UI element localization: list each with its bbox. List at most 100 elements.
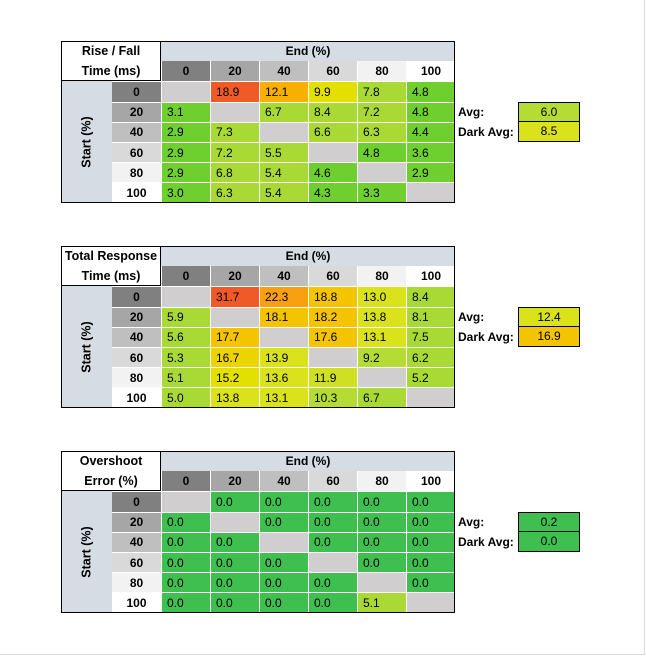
dark-avg-label: Dark Avg:: [458, 329, 514, 344]
column-header: 80: [357, 471, 406, 492]
heatmap-cell: 4.6: [308, 162, 357, 183]
heatmap-cell: 0.0: [210, 592, 259, 613]
heatmap-cell: 0.0: [308, 511, 357, 532]
heatmap-cell: 16.7: [210, 347, 259, 368]
heatmap-cell: 8.1: [406, 306, 455, 327]
column-header: 20: [210, 61, 259, 82]
heatmap-cell: [210, 101, 259, 122]
table-title-line2: Error (%): [61, 471, 161, 492]
heatmap-cell: 0.0: [406, 572, 455, 593]
heatmap-cell: [406, 387, 455, 408]
heatmap-cell: 0.0: [308, 592, 357, 613]
row-header: 0: [112, 286, 161, 307]
heatmap-cell: 7.2: [357, 101, 406, 122]
column-header: 0: [161, 471, 210, 492]
table-title-line1: Rise / Fall: [61, 41, 161, 62]
heatmap-cell: 0.0: [161, 511, 210, 532]
heatmap-cell: 13.1: [259, 387, 308, 408]
row-header: 0: [112, 491, 161, 512]
heatmap-cell: [161, 286, 210, 307]
heatmap-cell: 5.1: [357, 592, 406, 613]
heatmap-cell: 15.2: [210, 367, 259, 388]
column-header: 40: [259, 266, 308, 287]
heatmap-cell: 5.2: [406, 367, 455, 388]
table-title-line1: Overshoot: [61, 451, 161, 472]
row-header: 80: [112, 572, 161, 593]
heatmap-cell: 4.8: [406, 81, 455, 102]
avg-label: Avg:: [458, 104, 485, 119]
heatmap-cell: [259, 326, 308, 347]
heatmap-cell: 6.8: [210, 162, 259, 183]
heatmap-cell: 8.4: [308, 101, 357, 122]
heatmap-cell: [210, 511, 259, 532]
end-axis-label: End (%): [161, 451, 455, 472]
row-header: 40: [112, 531, 161, 552]
row-header: 40: [112, 121, 161, 142]
avg-label: Avg:: [458, 309, 485, 324]
avg-value: 6.0: [518, 101, 580, 122]
heatmap-cell: [357, 572, 406, 593]
heatmap-cell: 0.0: [259, 592, 308, 613]
column-header: 0: [161, 61, 210, 82]
heatmap-cell: 3.3: [357, 182, 406, 203]
column-header: 80: [357, 61, 406, 82]
heatmap-cell: 3.0: [161, 182, 210, 203]
row-header: 60: [112, 552, 161, 573]
heatmap-cell: 0.0: [259, 511, 308, 532]
heatmap-cell: 17.6: [308, 326, 357, 347]
avg-value: 0.2: [518, 511, 580, 532]
column-header: 60: [308, 266, 357, 287]
heatmap-cell: 0.0: [161, 552, 210, 573]
heatmap-cell: 0.0: [357, 531, 406, 552]
heatmap-cell: 0.0: [406, 491, 455, 512]
column-header: 20: [210, 471, 259, 492]
heatmap-cell: 7.5: [406, 326, 455, 347]
heatmap-cell: 8.4: [406, 286, 455, 307]
row-header: 60: [112, 142, 161, 163]
avg-label: Avg:: [458, 514, 485, 529]
heatmap-cell: 4.8: [406, 101, 455, 122]
row-header: 60: [112, 347, 161, 368]
heatmap-cell: 0.0: [161, 592, 210, 613]
heatmap-cell: 2.9: [161, 142, 210, 163]
heatmap-cell: 9.2: [357, 347, 406, 368]
heatmap-cell: 0.0: [161, 572, 210, 593]
heatmap-cell: 9.9: [308, 81, 357, 102]
heatmap-cell: 0.0: [259, 491, 308, 512]
row-header: 80: [112, 162, 161, 183]
table-title-line1: Total Response: [61, 246, 161, 267]
heatmap-cell: [308, 142, 357, 163]
dark-avg-value: 16.9: [518, 326, 580, 347]
heatmap-cell: 0.0: [357, 511, 406, 532]
row-header: 20: [112, 306, 161, 327]
heatmap-cell: 3.6: [406, 142, 455, 163]
heatmap-cell: 0.0: [210, 531, 259, 552]
heatmap-cell: 31.7: [210, 286, 259, 307]
dark-avg-label: Dark Avg:: [458, 124, 514, 139]
heatmap-cell: 7.8: [357, 81, 406, 102]
heatmap-cell: 0.0: [308, 572, 357, 593]
heatmap-cell: 6.6: [308, 121, 357, 142]
column-header: 60: [308, 61, 357, 82]
heatmap-cell: 0.0: [406, 511, 455, 532]
start-axis-band: Start (%): [61, 81, 112, 203]
heatmap-cell: 2.9: [406, 162, 455, 183]
heatmap-cell: 6.3: [210, 182, 259, 203]
avg-value: 12.4: [518, 306, 580, 327]
heatmap-cell: 2.9: [161, 162, 210, 183]
row-header: 0: [112, 81, 161, 102]
column-header: 40: [259, 471, 308, 492]
heatmap-cell: 18.1: [259, 306, 308, 327]
heatmap-cell: 0.0: [210, 572, 259, 593]
column-header: 80: [357, 266, 406, 287]
heatmap-cell: 5.0: [161, 387, 210, 408]
heatmap-cell: 5.6: [161, 326, 210, 347]
heatmap-cell: 13.6: [259, 367, 308, 388]
heatmap-cell: 0.0: [357, 491, 406, 512]
heatmap-cell: 6.2: [406, 347, 455, 368]
heatmap-cell: 13.0: [357, 286, 406, 307]
start-axis-label: Start (%): [79, 116, 94, 168]
column-header: 40: [259, 61, 308, 82]
heatmap-cell: 0.0: [210, 491, 259, 512]
